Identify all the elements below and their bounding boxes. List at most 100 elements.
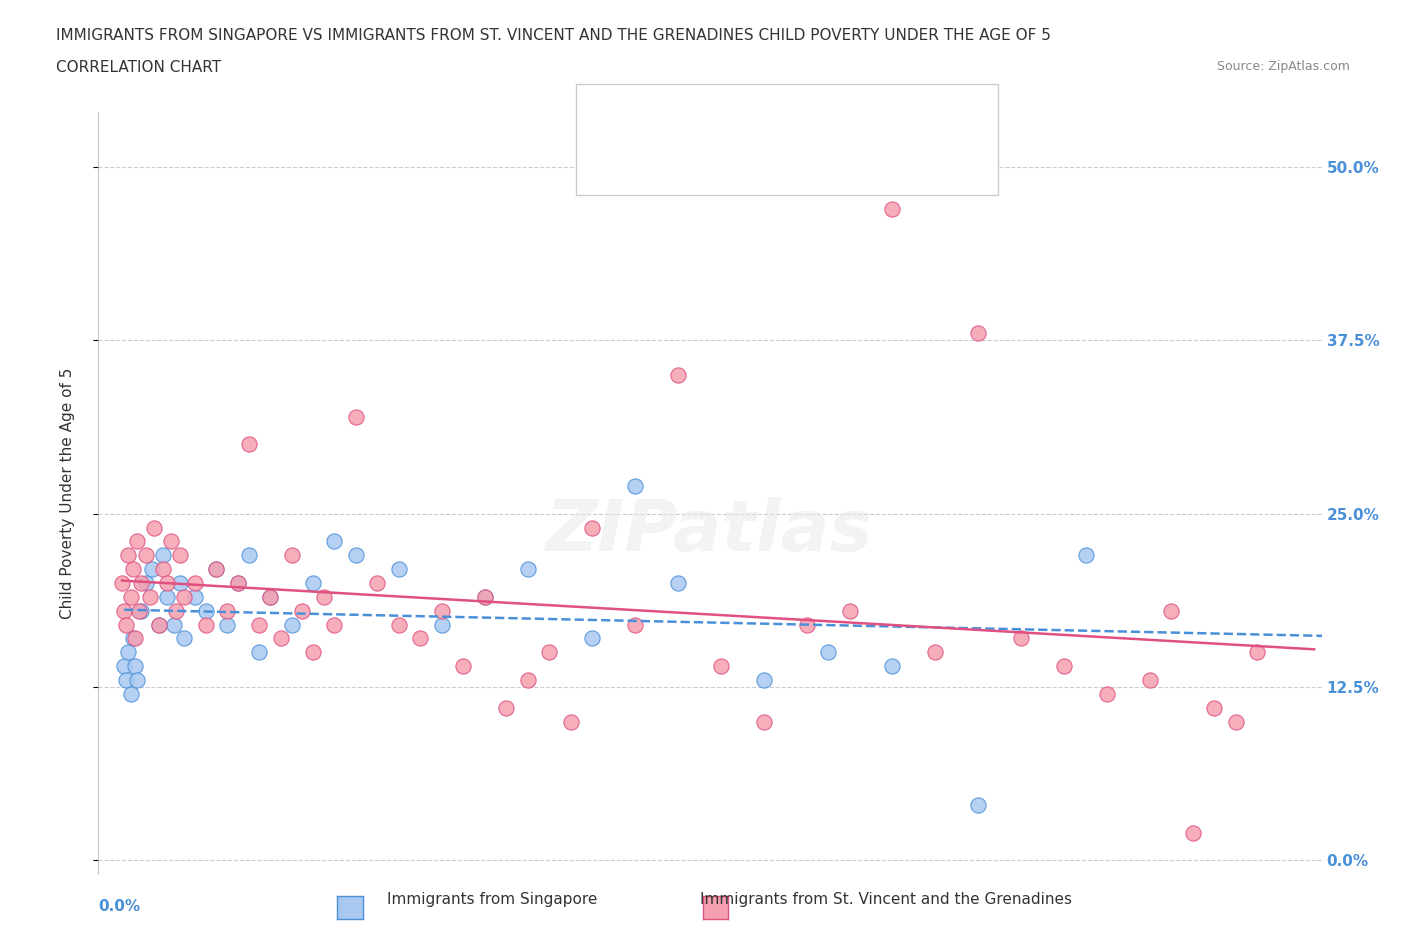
Point [1160, 604, 1182, 618]
Point [967, 797, 990, 812]
Point [112, 658, 135, 673]
Point [388, 618, 411, 632]
Point [312, 590, 335, 604]
Point [1204, 700, 1226, 715]
Point [967, 326, 990, 341]
Point [710, 658, 733, 673]
Point [121, 562, 143, 577]
Point [430, 618, 453, 632]
Point [796, 618, 818, 632]
Point [1181, 825, 1204, 840]
Point [280, 618, 302, 632]
Point [291, 604, 314, 618]
Point [125, 534, 148, 549]
Text: N =: N = [752, 116, 804, 134]
Point [259, 590, 281, 604]
Point [120, 686, 142, 701]
Text: 0.0%: 0.0% [98, 899, 141, 914]
Point [344, 409, 367, 424]
Y-axis label: Child Poverty Under the Age of 5: Child Poverty Under the Age of 5 [60, 367, 75, 618]
Point [162, 618, 184, 632]
Text: R =: R = [644, 153, 683, 171]
Point [474, 590, 496, 604]
Point [302, 644, 325, 659]
Text: Immigrants from Singapore: Immigrants from Singapore [387, 892, 598, 907]
Point [323, 618, 346, 632]
Point [165, 604, 187, 618]
Point [1010, 631, 1032, 646]
Point [117, 644, 139, 659]
Point [124, 658, 146, 673]
Point [131, 576, 153, 591]
Point [152, 562, 174, 577]
Point [302, 576, 325, 591]
Point [115, 672, 138, 687]
Point [270, 631, 292, 646]
Point [156, 590, 179, 604]
Point [666, 367, 689, 382]
Text: Immigrants from St. Vincent and the Grenadines: Immigrants from St. Vincent and the Gren… [700, 892, 1071, 907]
Text: 0.208: 0.208 [682, 116, 745, 134]
Point [495, 700, 517, 715]
Point [217, 604, 239, 618]
Point [817, 644, 839, 659]
Point [666, 576, 689, 591]
Point [1095, 686, 1118, 701]
Point [173, 631, 195, 646]
Point [148, 618, 170, 632]
Point [1225, 714, 1247, 729]
Point [194, 618, 217, 632]
Point [1246, 644, 1268, 659]
Point [624, 479, 647, 494]
Point [173, 590, 195, 604]
Point [516, 562, 538, 577]
Text: R =: R = [644, 116, 683, 134]
Point [205, 562, 228, 577]
Point [169, 576, 191, 591]
Point [882, 658, 904, 673]
Point [1074, 548, 1097, 563]
Text: CORRELATION CHART: CORRELATION CHART [56, 60, 221, 75]
Point [560, 714, 582, 729]
Point [323, 534, 346, 549]
Point [430, 604, 453, 618]
Text: 40: 40 [808, 116, 834, 134]
Point [538, 644, 561, 659]
Point [111, 576, 134, 591]
Point [752, 714, 775, 729]
Point [838, 604, 860, 618]
Point [624, 618, 647, 632]
Point [117, 548, 139, 563]
Point [141, 562, 163, 577]
Point [226, 576, 249, 591]
Point [1053, 658, 1076, 673]
Point [409, 631, 432, 646]
Point [156, 576, 179, 591]
Point [205, 562, 228, 577]
Point [1139, 672, 1161, 687]
Point [124, 631, 146, 646]
Point [184, 576, 207, 591]
Point [120, 590, 142, 604]
Point [184, 590, 207, 604]
Point [581, 520, 603, 535]
Point [226, 576, 249, 591]
Point [121, 631, 143, 646]
Point [882, 201, 904, 216]
Text: ZIPatlas: ZIPatlas [547, 497, 873, 565]
Point [388, 562, 411, 577]
Point [366, 576, 388, 591]
Point [280, 548, 302, 563]
Point [247, 644, 270, 659]
Point [581, 631, 603, 646]
Point [128, 604, 150, 618]
Point [115, 618, 138, 632]
Point [217, 618, 239, 632]
Point [152, 548, 174, 563]
Point [344, 548, 367, 563]
Point [238, 437, 260, 452]
Text: IMMIGRANTS FROM SINGAPORE VS IMMIGRANTS FROM ST. VINCENT AND THE GRENADINES CHIL: IMMIGRANTS FROM SINGAPORE VS IMMIGRANTS … [56, 28, 1052, 43]
Point [125, 672, 148, 687]
Point [148, 618, 170, 632]
Point [112, 604, 135, 618]
